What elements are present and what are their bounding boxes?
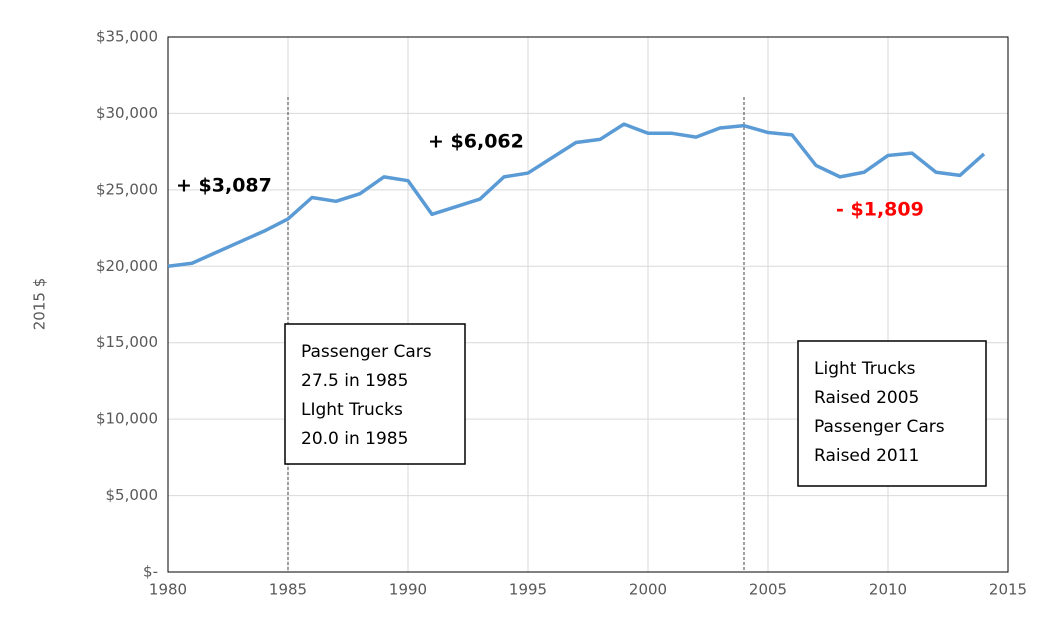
y-tick-label: $-: [143, 563, 158, 581]
x-tick-label: 1985: [269, 581, 307, 599]
y-tick-label: $25,000: [96, 180, 158, 198]
y-tick-label: $30,000: [96, 104, 158, 122]
note-text: 27.5 in 1985: [301, 371, 408, 391]
data-line: [167, 122, 986, 269]
note-text: Passenger Cars: [814, 417, 945, 437]
note-box: [284, 323, 466, 465]
note-text: 20.0 in 1985: [301, 429, 408, 449]
y-tick-label: $20,000: [96, 257, 158, 275]
x-tick-label: 2005: [749, 581, 787, 599]
y-axis-label: 2015 $: [31, 278, 49, 331]
annotation: - $1,809: [836, 199, 924, 221]
annotation: + $3,087: [176, 175, 272, 197]
y-tick-label: $10,000: [96, 410, 158, 428]
annotation: + $6,062: [428, 131, 524, 153]
y-tick-label: $35,000: [96, 28, 158, 46]
x-tick-label: 2010: [869, 581, 907, 599]
note-text: LIght Trucks: [301, 400, 403, 420]
x-tick-label: 1980: [149, 581, 187, 599]
note-text: Passenger Cars: [301, 342, 432, 362]
y-tick-label: $5,000: [106, 486, 159, 504]
x-tick-label: 2015: [989, 581, 1027, 599]
note-text: Light Trucks: [814, 359, 916, 379]
note-box: [797, 340, 987, 487]
x-tick-label: 1995: [509, 581, 547, 599]
x-tick-label: 2000: [629, 581, 667, 599]
plot-border: [167, 36, 1009, 573]
y-tick-label: $15,000: [96, 333, 158, 351]
x-tick-label: 1990: [389, 581, 427, 599]
note-text: Raised 2005: [814, 388, 919, 408]
note-text: Raised 2011: [814, 446, 919, 466]
